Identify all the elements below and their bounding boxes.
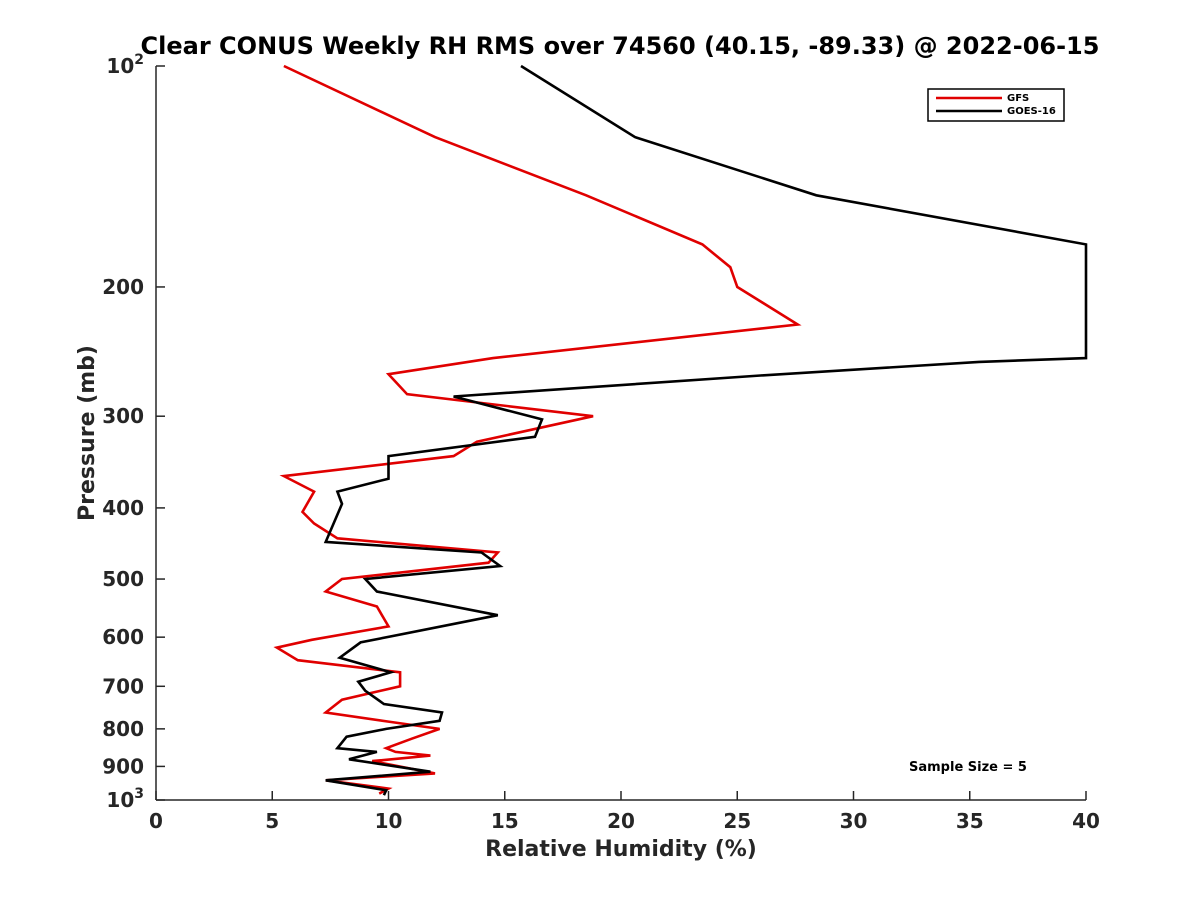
series-line-gfs	[273, 64, 802, 795]
x-tick-label: 35	[956, 809, 984, 833]
y-tick-label: 102	[106, 52, 144, 78]
y-tick-label-base: 10	[106, 788, 134, 812]
y-tick-label: 700	[102, 674, 144, 698]
y-tick-label: 400	[102, 496, 144, 520]
sample-size-annotation: Sample Size = 5	[909, 760, 1027, 775]
y-tick-label: 800	[102, 717, 144, 741]
y-tick-label: 500	[102, 567, 144, 591]
y-tick-label: 200	[102, 275, 144, 299]
x-tick-label: 0	[149, 809, 163, 833]
y-axis-label: Pressure (mb)	[75, 345, 100, 521]
x-tick-label: 25	[723, 809, 751, 833]
x-tick-label: 20	[607, 809, 635, 833]
legend: GFS GOES-16	[927, 88, 1065, 122]
y-tick-label: 900	[102, 754, 144, 778]
chart-title: Clear CONUS Weekly RH RMS over 74560 (40…	[141, 32, 1100, 60]
y-tick-label: 600	[102, 625, 144, 649]
y-tick-label: 103	[106, 786, 144, 812]
y-tick-label-base: 10	[106, 54, 134, 78]
y-tick-label-exponent: 2	[134, 52, 144, 68]
y-tick-label: 300	[102, 404, 144, 428]
legend-label-goes16: GOES-16	[1007, 106, 1056, 117]
x-tick-label: 15	[491, 809, 519, 833]
x-tick-label: 30	[840, 809, 868, 833]
x-axis-ticks: 0 5 10 15 20 25 30 35 40	[149, 791, 1100, 833]
series-line-goes16	[323, 64, 1088, 796]
x-axis-label: Relative Humidity (%)	[485, 837, 757, 862]
legend-box	[927, 88, 1065, 122]
series-layer	[273, 64, 1088, 796]
x-tick-label: 40	[1072, 809, 1100, 833]
legend-label-gfs: GFS	[1007, 93, 1029, 104]
x-tick-label: 5	[265, 809, 279, 833]
y-tick-label-exponent: 3	[134, 786, 144, 802]
x-tick-label: 10	[375, 809, 403, 833]
plot-area	[156, 66, 1086, 800]
